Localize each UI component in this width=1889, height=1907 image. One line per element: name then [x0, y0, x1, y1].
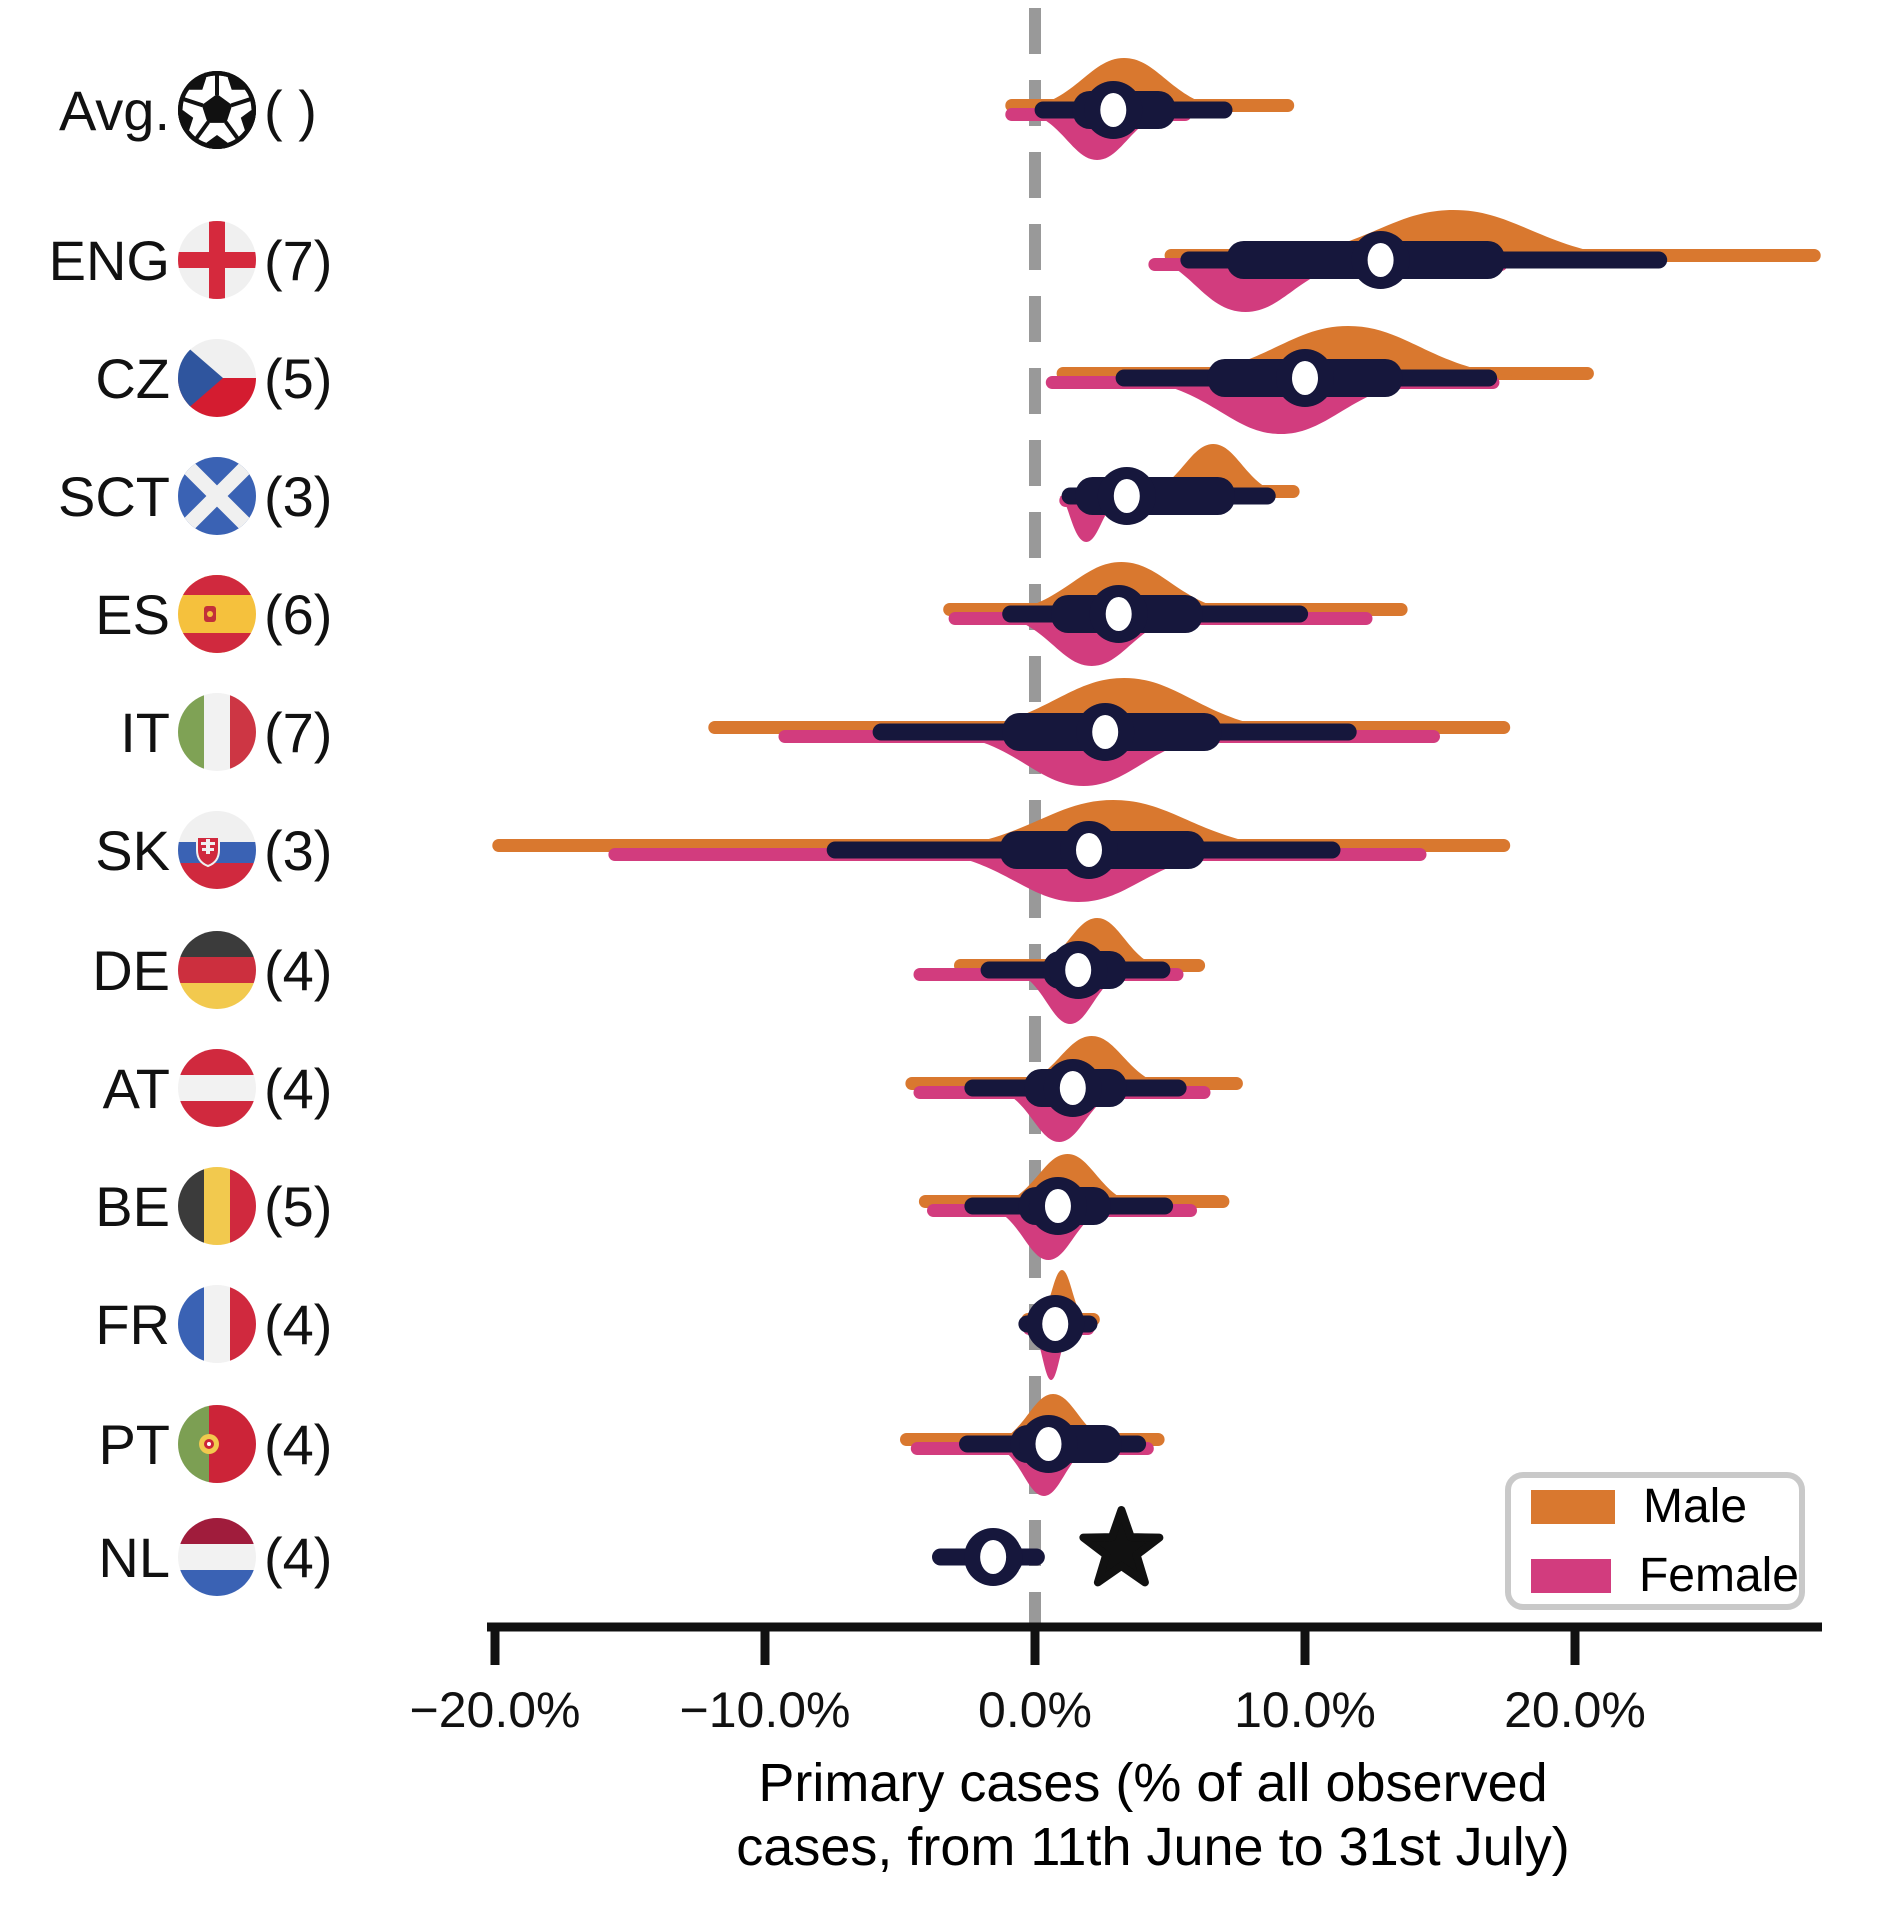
row-count-IT: (7) — [264, 701, 332, 764]
median-dot-ES — [1105, 597, 1132, 631]
flag-icon-es — [178, 575, 256, 653]
x-axis-label-line1: Primary cases (% of all observed — [758, 1753, 1548, 1813]
female-color-swatch — [1531, 1558, 1611, 1593]
row-label-BE: BE — [95, 1175, 170, 1238]
x-axis-label-line2: cases, from 11th June to 31st July) — [736, 1817, 1570, 1877]
flag-icon-sk — [178, 811, 256, 889]
median-dot-SK — [1076, 833, 1102, 867]
legend-label-male: Male — [1643, 1480, 1748, 1533]
flag-icon-fr — [178, 1285, 256, 1363]
flag-icon-cz — [178, 339, 256, 417]
legend-item-male: Male — [1531, 1479, 1799, 1534]
flag-icon-be — [178, 1167, 256, 1245]
row-label-Avg.: Avg. — [59, 79, 170, 142]
flag-icon-football — [178, 71, 256, 149]
flag-icon-de — [178, 931, 256, 1009]
median-dot-DE — [1065, 953, 1092, 987]
median-dot-Avg. — [1100, 93, 1127, 127]
row-count-ES: (6) — [264, 583, 332, 646]
row-count-SK: (3) — [264, 819, 332, 882]
row-label-AT: AT — [103, 1057, 170, 1120]
flag-icon-eng — [178, 221, 256, 299]
flag-icon-nl — [178, 1518, 256, 1596]
row-label-ES: ES — [95, 583, 170, 646]
x-tick-label--20: −20.0% — [410, 1682, 581, 1738]
median-dot-PT — [1035, 1427, 1062, 1461]
x-tick-label-10: 10.0% — [1234, 1682, 1376, 1738]
median-dot-IT — [1092, 715, 1119, 749]
median-dot-CZ — [1292, 361, 1318, 395]
legend: Male Female — [1505, 1472, 1805, 1610]
flag-icon-sct — [178, 457, 256, 535]
row-count-NL: (4) — [264, 1526, 332, 1589]
row-label-PT: PT — [98, 1413, 170, 1476]
x-tick-label-0: 0.0% — [978, 1682, 1092, 1738]
row-count-FR: (4) — [264, 1293, 332, 1356]
row-count-BE: (5) — [264, 1175, 332, 1238]
row-count-ENG: (7) — [264, 229, 332, 292]
median-dot-ENG — [1367, 243, 1394, 277]
row-count-AT: (4) — [264, 1057, 332, 1120]
row-count-Avg.: ( ) — [264, 79, 317, 142]
row-count-SCT: (3) — [264, 465, 332, 528]
legend-label-female: Female — [1638, 1549, 1799, 1602]
row-label-DE: DE — [92, 939, 170, 1002]
star-annotation-NL — [1079, 1506, 1164, 1587]
median-dot-NL — [980, 1540, 1007, 1574]
flag-icon-it — [178, 693, 256, 771]
legend-item-female: Female — [1531, 1548, 1799, 1603]
flag-icon-at — [178, 1049, 256, 1127]
median-dot-BE — [1044, 1189, 1071, 1223]
median-dot-AT — [1059, 1071, 1086, 1105]
row-label-IT: IT — [120, 701, 170, 764]
row-label-SK: SK — [95, 819, 170, 882]
row-label-NL: NL — [98, 1526, 170, 1589]
row-count-CZ: (5) — [264, 347, 332, 410]
median-dot-SCT — [1113, 479, 1140, 513]
row-count-DE: (4) — [264, 939, 332, 1002]
male-color-swatch — [1531, 1489, 1615, 1524]
row-count-PT: (4) — [264, 1413, 332, 1476]
row-label-SCT: SCT — [58, 465, 170, 528]
x-tick-label--10: −10.0% — [680, 1682, 851, 1738]
row-label-CZ: CZ — [95, 347, 170, 410]
row-label-FR: FR — [95, 1293, 170, 1356]
row-label-ENG: ENG — [49, 229, 170, 292]
median-dot-FR — [1042, 1307, 1069, 1341]
x-tick-label-20: 20.0% — [1504, 1682, 1646, 1738]
